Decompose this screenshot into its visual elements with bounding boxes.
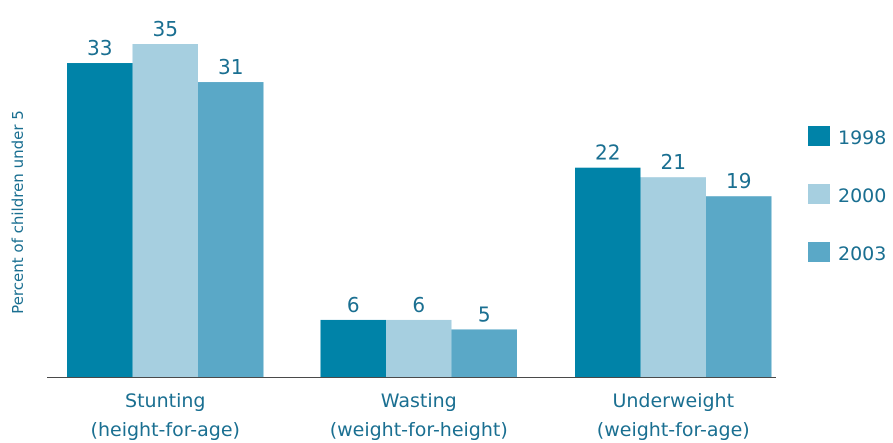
bar-2000-1: [386, 319, 452, 377]
bar-value-label: 6: [347, 293, 360, 317]
category-label: Underweight: [612, 390, 734, 412]
bar-value-labels: 33 35 31 6 6 5 22 21 19: [87, 17, 751, 326]
legend-label: 1998: [838, 127, 886, 149]
bar-value-label: 19: [726, 169, 751, 193]
bar-value-label: 6: [412, 293, 425, 317]
bar-1998-2: [575, 167, 641, 377]
legend-label: 2000: [838, 185, 886, 207]
y-axis-label: Percent of children under 5: [9, 110, 27, 314]
bar-value-label: 31: [218, 55, 243, 79]
legend-swatch-2003: [808, 242, 830, 262]
bar-1998-0: [67, 63, 133, 378]
bar-value-label: 22: [595, 141, 620, 165]
category-label: (weight-for-age): [597, 419, 750, 441]
category-label: Stunting: [125, 390, 205, 412]
category-label: (height-for-age): [91, 419, 240, 441]
bar-value-label: 5: [478, 302, 491, 326]
bars: [67, 44, 772, 378]
bar-2003-2: [706, 196, 772, 377]
bar-value-label: 33: [87, 36, 112, 60]
category-label: (weight-for-height): [330, 419, 508, 441]
category-label: Wasting: [381, 390, 457, 412]
legend: 1998 2000 2003: [808, 126, 886, 265]
bar-1998-1: [320, 319, 386, 377]
bar-2000-0: [132, 44, 198, 377]
bar-value-label: 21: [661, 150, 686, 174]
bar-2003-1: [451, 329, 517, 377]
category-labels: Stunting (height-for-age) Wasting (weight-f…: [91, 390, 750, 441]
legend-swatch-2000: [808, 184, 830, 204]
legend-swatch-1998: [808, 126, 830, 146]
legend-label: 2003: [838, 243, 886, 265]
bar-2003-0: [198, 82, 264, 378]
bar-2000-2: [640, 177, 706, 377]
bar-value-label: 35: [153, 17, 178, 41]
